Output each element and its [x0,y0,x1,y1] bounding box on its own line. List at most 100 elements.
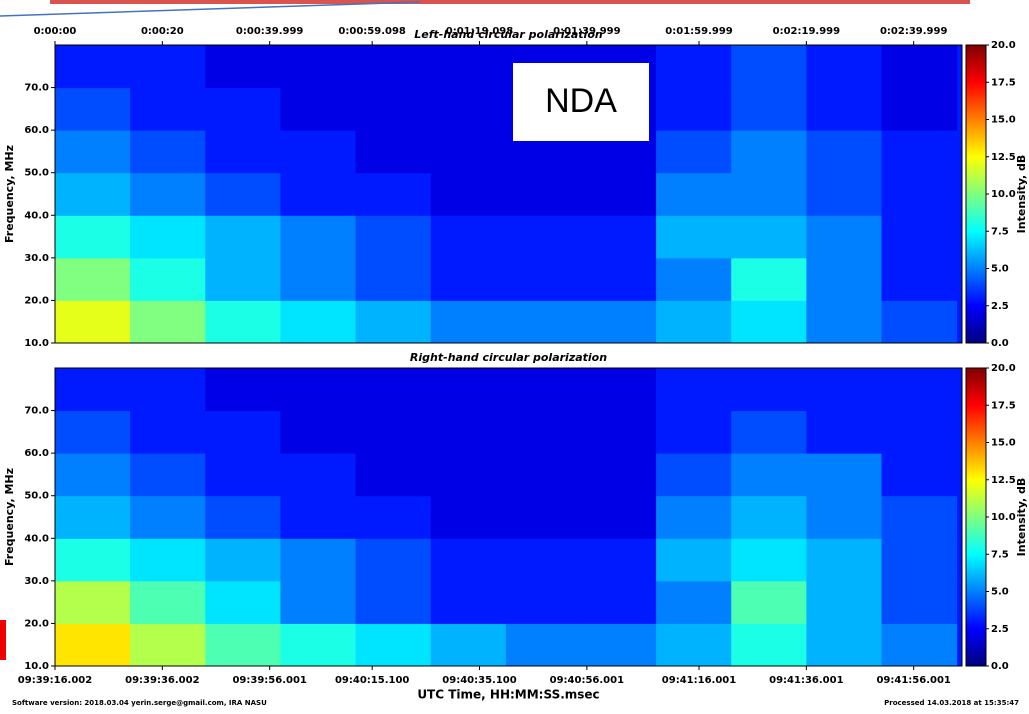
heatmap-cell [205,215,281,258]
heatmap-cell [806,453,882,496]
y-tick-label: 10.0 [24,338,49,349]
heatmap-cell [731,258,807,301]
heatmap-cell [881,453,957,496]
heatmap-cell [280,623,356,666]
heatmap-cell [881,411,957,454]
heatmap-cell [55,300,131,343]
banner-edge [50,0,970,4]
heatmap-cell [581,496,657,539]
heatmap-cell [506,538,582,581]
heatmap-cell [205,258,281,301]
x-tick-label: 09:39:56.001 [232,675,306,686]
heatmap-cell [130,496,206,539]
heatmap-cell [280,130,356,173]
heatmap-cell [806,88,882,131]
x-tick-label: 0:02:19.999 [773,26,841,37]
heatmap-cell [581,368,657,411]
y-tick-label: 50.0 [24,491,49,502]
colorbar-tick-label: 15.0 [991,438,1016,449]
heatmap-cell [280,45,356,88]
colorbar-tick-label: 0.0 [991,338,1009,349]
annotation: NDA [545,82,617,120]
x-tick-label: 09:40:15.100 [335,675,409,686]
heatmap-cell [431,45,507,88]
heatmap-cell [656,411,732,454]
heatmap-cell [431,453,507,496]
heatmap-cell [506,496,582,539]
x-tick-label: 09:40:56.001 [550,675,624,686]
heatmap-cell [656,300,732,343]
heatmap-cell [356,45,432,88]
colorbar-tick-label: 17.5 [991,400,1016,411]
heatmap-cell [581,258,657,301]
heatmap-cell [280,368,356,411]
colorbar-tick-label: 5.0 [991,587,1009,598]
heatmap-cell [506,258,582,301]
heatmap-cell [130,215,206,258]
heatmap-cell [280,173,356,216]
heatmap-cell [881,173,957,216]
heatmap-cell [280,411,356,454]
heatmap-cell [656,215,732,258]
spectrogram-figure: Software version: 2018.03.04 yerin.serge… [0,0,1029,714]
heatmap-cell [205,300,281,343]
heatmap-cell [806,215,882,258]
heatmap-cell [356,173,432,216]
heatmap-cell [731,496,807,539]
heatmap-cell [506,453,582,496]
x-tick-label: 0:01:39.999 [553,26,621,37]
y-tick-label: 40.0 [24,210,49,221]
heatmap-cell [806,300,882,343]
heatmap-cell [506,300,582,343]
heatmap-cell [731,453,807,496]
x-tick-label: 09:41:36.001 [769,675,843,686]
y-tick-label: 50.0 [24,168,49,179]
heatmap-cell [731,173,807,216]
heatmap-cell [130,581,206,624]
heatmap-cell [881,623,957,666]
heatmap-cell [431,581,507,624]
heatmap-cell [356,538,432,581]
heatmap-cell [431,258,507,301]
panel-title: Right-hand circular polarization [410,351,607,364]
heatmap-cell [656,496,732,539]
heatmap-cell [506,173,582,216]
heatmap-cell [881,538,957,581]
heatmap-cell [506,411,582,454]
heatmap-cell [881,130,957,173]
heatmap-cell [356,368,432,411]
x-tick-label: 09:39:16.002 [18,675,92,686]
heatmap-cell [431,215,507,258]
y-tick-label: 10.0 [24,661,49,672]
heatmap-cell [356,300,432,343]
heatmap-cell [280,581,356,624]
heatmap-cell [581,300,657,343]
heatmap-cell [280,300,356,343]
heatmap-cell [431,411,507,454]
heatmap-cell [205,368,281,411]
heatmap-cell [731,88,807,131]
heatmap-cell [881,300,957,343]
heatmap-cell [806,496,882,539]
heatmap-cell [280,88,356,131]
heatmap-cell [356,130,432,173]
heatmap-cell [205,623,281,666]
heatmap-cell [205,173,281,216]
heatmap-cell [130,453,206,496]
footer-right: Processed 14.03.2018 at 15:35:47 [884,699,1019,707]
heatmap-cell [806,258,882,301]
colorbar-tick-label: 20.0 [991,40,1016,51]
heatmap-cell [731,368,807,411]
y-tick-label: 70.0 [24,83,49,94]
heatmap-cell [731,45,807,88]
x-tick-label: 0:00:20 [141,26,184,37]
heatmap-cell [806,581,882,624]
colorbar [966,45,986,343]
colorbar-tick-label: 2.5 [991,301,1009,312]
y-tick-label: 20.0 [24,295,49,306]
heatmap-cell [130,368,206,411]
heatmap-cell [55,88,131,131]
heatmap-cell [806,368,882,411]
heatmap-cell [731,538,807,581]
heatmap-cell [656,45,732,88]
